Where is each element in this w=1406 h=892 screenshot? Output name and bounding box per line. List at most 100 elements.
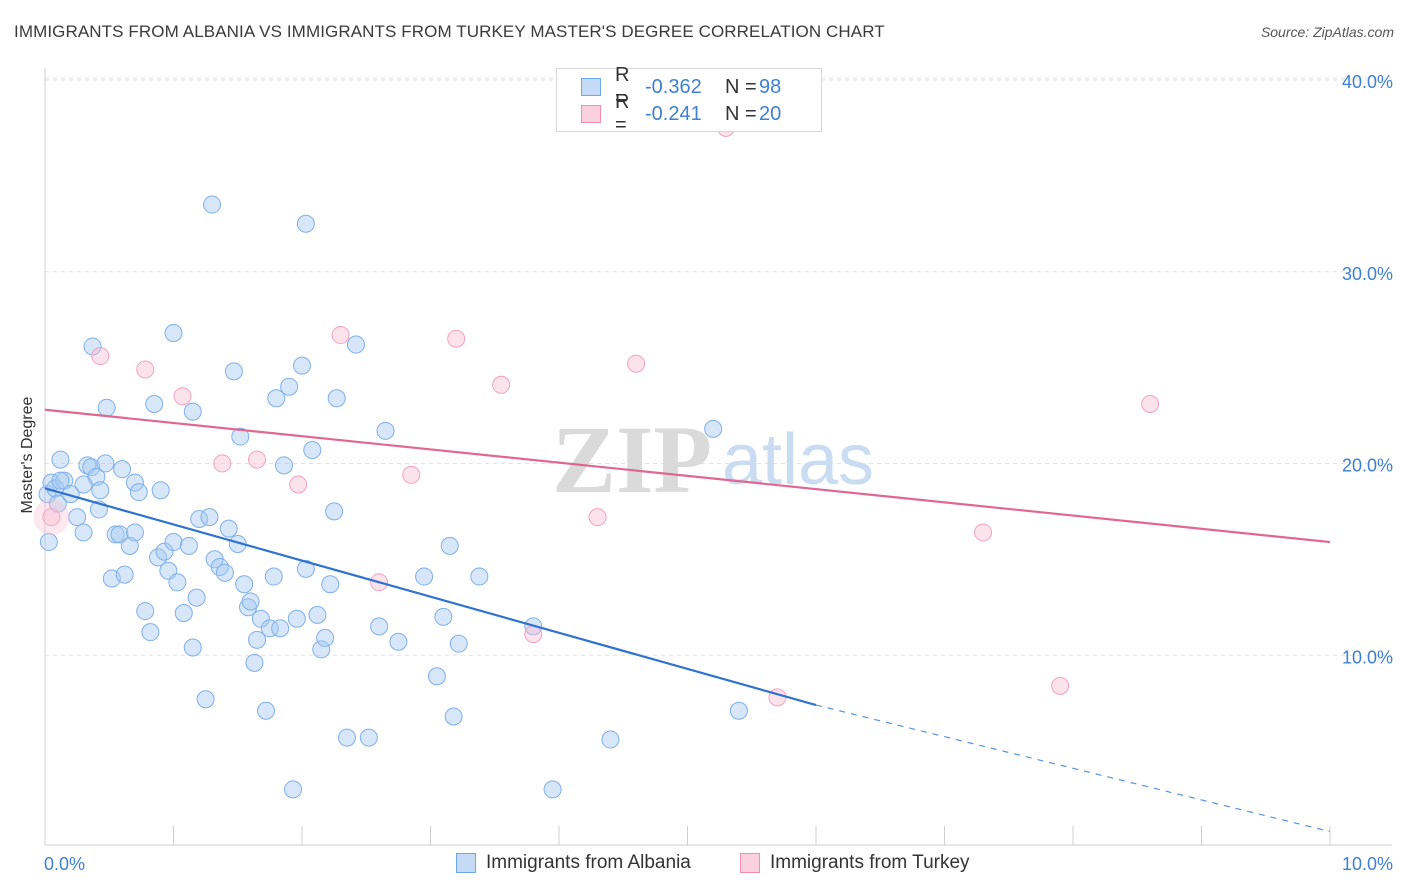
albania-point: [74, 475, 93, 494]
legend-label-turkey: Immigrants from Turkey: [770, 852, 970, 873]
albania-point: [293, 356, 311, 375]
albania-point: [125, 523, 144, 542]
turkey-legend-swatch: [740, 853, 760, 873]
albania-point: [120, 536, 139, 555]
albania-point: [91, 481, 110, 500]
legend-row-turkey: R = -0.241 N = 20: [581, 91, 782, 136]
albania-point: [427, 667, 446, 686]
albania-point: [251, 609, 270, 628]
turkey-point: [42, 508, 61, 527]
albania-point: [97, 398, 116, 417]
albania-point: [434, 607, 453, 626]
albania-point: [183, 638, 202, 657]
turkey-point: [447, 329, 466, 348]
albania-point: [106, 525, 125, 544]
albania-point: [444, 707, 463, 726]
albania-point: [83, 337, 102, 356]
albania-point: [303, 440, 322, 459]
y-tick-label: 10.0%: [1342, 647, 1393, 667]
albania-point: [82, 458, 101, 477]
chart-title: IMMIGRANTS FROM ALBANIA VS IMMIGRANTS FR…: [14, 22, 885, 41]
albania-point: [316, 628, 335, 647]
albania-point: [155, 542, 174, 561]
turkey-swatch: [581, 105, 601, 123]
albania-point: [321, 575, 340, 594]
albania-point: [260, 619, 279, 638]
x-tick-label: 0.0%: [44, 854, 85, 874]
albania-point: [125, 473, 144, 492]
albania-point: [346, 335, 365, 354]
albania-point: [187, 588, 206, 607]
albania-point: [113, 460, 132, 479]
albania-point: [359, 728, 378, 747]
albania-point: [129, 483, 148, 502]
turkey-point: [248, 450, 267, 469]
albania-point: [470, 567, 489, 586]
legend-label-albania: Immigrants from Albania: [486, 852, 691, 873]
legend-item-albania: Immigrants from Albania: [456, 852, 691, 874]
albania-point: [327, 389, 346, 408]
albania-point: [308, 605, 327, 624]
albania-point: [245, 653, 264, 672]
albania-trend-extension: [815, 704, 1331, 833]
x-tick-label: 10.0%: [1342, 854, 1393, 874]
albania-point: [376, 421, 395, 440]
n-label: N =: [725, 102, 757, 125]
y-tick-label: 20.0%: [1342, 456, 1393, 476]
turkey-point: [213, 454, 232, 473]
albania-point: [151, 481, 170, 500]
turkey-point: [331, 325, 350, 344]
albania-point: [196, 690, 215, 709]
albania-point: [51, 450, 70, 469]
r-value: -0.241: [645, 102, 702, 125]
albania-point: [74, 523, 93, 542]
albania-point: [257, 701, 276, 720]
albania-point: [296, 214, 315, 233]
watermark-zip: ZIP: [552, 406, 712, 513]
albania-point: [179, 536, 198, 555]
legend-row-albania: R = -0.362 N = 98: [581, 64, 782, 109]
albania-point: [51, 471, 70, 490]
albania-point: [325, 502, 344, 521]
albania-point: [275, 456, 294, 475]
albania-point: [729, 701, 748, 720]
source-label: Source: ZipAtlas.com: [1260, 24, 1394, 40]
albania-point: [110, 525, 129, 544]
r-label: R =: [615, 91, 630, 136]
y-tick-label: 30.0%: [1342, 264, 1393, 284]
albania-point: [136, 602, 155, 621]
albania-point: [183, 402, 202, 421]
albania-point: [210, 557, 229, 576]
albania-point: [39, 533, 58, 552]
albania-point: [271, 619, 290, 638]
albania-point: [145, 394, 164, 413]
albania-point: [601, 730, 620, 749]
albania-point: [224, 362, 243, 381]
albania-point: [440, 536, 459, 555]
albania-point: [264, 567, 283, 586]
albania-swatch: [581, 78, 601, 96]
n-label: N =: [725, 75, 757, 98]
albania-point: [389, 632, 408, 651]
turkey-point: [91, 347, 110, 366]
n-value: 20: [759, 102, 782, 125]
albania-point: [219, 519, 238, 538]
albania-point: [248, 630, 267, 649]
albania-point: [168, 573, 187, 592]
albania-point: [704, 419, 723, 438]
albania-point: [164, 533, 183, 552]
turkey-point: [289, 475, 308, 494]
albania-point: [287, 609, 306, 628]
albania-point: [115, 565, 134, 584]
n-value: 98: [759, 75, 782, 98]
turkey-trend-line: [44, 408, 1331, 544]
turkey-point: [492, 375, 511, 394]
turkey-point: [33, 499, 70, 536]
r-value: -0.362: [645, 75, 702, 98]
r-label: R =: [615, 64, 630, 109]
albania-point: [370, 617, 389, 636]
albania-point: [174, 603, 193, 622]
albania-point: [68, 508, 87, 527]
turkey-point: [588, 508, 607, 527]
